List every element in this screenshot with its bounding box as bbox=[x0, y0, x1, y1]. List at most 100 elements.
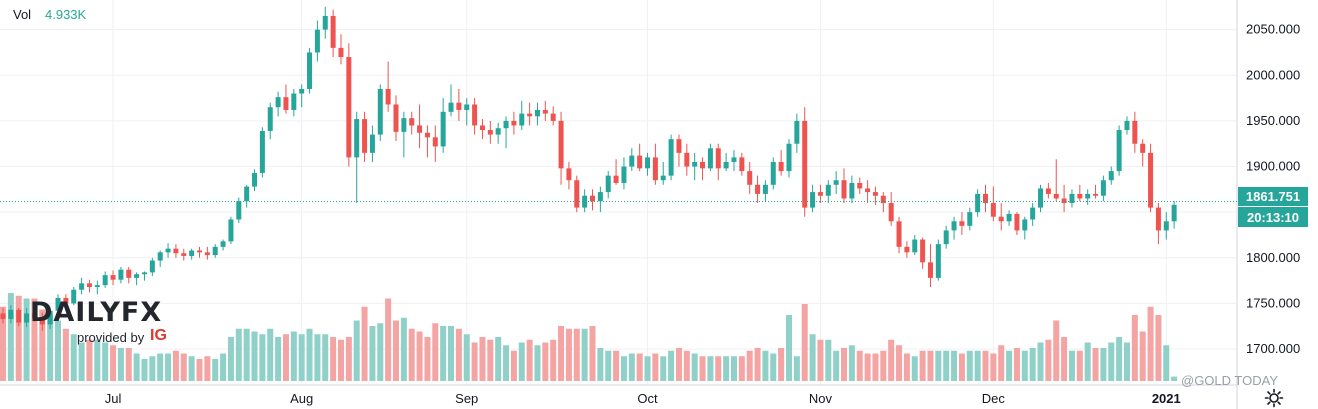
volume-bar bbox=[141, 359, 148, 381]
candle bbox=[126, 266, 132, 284]
volume-bar bbox=[314, 334, 321, 381]
volume-bar bbox=[39, 309, 46, 381]
volume-bar bbox=[7, 293, 14, 381]
volume-bar bbox=[188, 356, 195, 381]
candle bbox=[401, 111, 407, 158]
volume-bar bbox=[1037, 342, 1044, 381]
candle-body bbox=[189, 250, 195, 256]
candle-body bbox=[983, 193, 988, 204]
volume-bar bbox=[880, 350, 887, 381]
candle bbox=[865, 180, 871, 204]
volume-bar bbox=[298, 334, 305, 381]
volume-bar bbox=[290, 331, 297, 381]
candle bbox=[197, 246, 202, 258]
candle bbox=[472, 98, 478, 135]
candle-body bbox=[71, 289, 77, 304]
candle bbox=[739, 152, 745, 176]
volume-bar bbox=[432, 323, 439, 381]
volume-bar bbox=[589, 326, 596, 381]
candle bbox=[299, 84, 305, 108]
candle bbox=[1155, 203, 1161, 245]
candle-body bbox=[31, 313, 37, 319]
candle bbox=[794, 113, 800, 153]
volume-bar bbox=[440, 326, 447, 381]
candle bbox=[63, 294, 69, 308]
volume-bar bbox=[393, 320, 399, 381]
candle-body bbox=[511, 120, 517, 126]
time-tick-label: Jul bbox=[105, 391, 122, 406]
volume-bar bbox=[86, 339, 93, 381]
volume-label: Vol bbox=[13, 7, 32, 22]
candle-body bbox=[464, 104, 470, 110]
volume-bar bbox=[542, 342, 549, 381]
candle-body bbox=[849, 182, 855, 199]
candle bbox=[747, 161, 753, 194]
candle bbox=[267, 102, 273, 140]
candle-body bbox=[676, 139, 682, 153]
candle bbox=[1116, 125, 1122, 176]
volume-bar bbox=[110, 345, 117, 381]
volume-bar bbox=[267, 328, 274, 381]
candle bbox=[102, 271, 108, 288]
candle-body bbox=[291, 93, 297, 110]
volume-bar bbox=[1084, 342, 1091, 381]
candle bbox=[385, 61, 391, 112]
volume-bar bbox=[628, 353, 635, 381]
volume-bar bbox=[966, 350, 973, 381]
candle-body bbox=[299, 88, 305, 94]
volume-bar bbox=[833, 350, 840, 381]
volume-bar bbox=[479, 337, 486, 381]
volume-bar bbox=[94, 339, 101, 381]
candle-body bbox=[574, 180, 580, 208]
candle bbox=[519, 100, 525, 131]
candle bbox=[110, 270, 116, 286]
candle bbox=[448, 84, 454, 117]
candle bbox=[118, 266, 124, 284]
candle bbox=[605, 171, 611, 199]
volume-bar bbox=[1029, 348, 1036, 381]
candle-body bbox=[684, 152, 690, 167]
candle-body bbox=[865, 188, 871, 193]
volume-bar bbox=[204, 356, 211, 381]
candle-body bbox=[283, 97, 289, 110]
candle bbox=[1171, 201, 1177, 229]
volume-bar bbox=[825, 339, 832, 381]
candle bbox=[731, 150, 737, 172]
candle-body bbox=[1132, 120, 1138, 144]
candle-body bbox=[652, 157, 658, 181]
candle bbox=[692, 152, 698, 181]
candle bbox=[369, 125, 375, 162]
candle bbox=[511, 111, 517, 135]
volume-bar bbox=[1013, 348, 1020, 381]
candle-body bbox=[739, 157, 745, 172]
candle bbox=[550, 106, 556, 126]
candle-body bbox=[432, 137, 438, 147]
candle bbox=[149, 257, 155, 277]
time-tick-label: Nov bbox=[809, 391, 833, 406]
time-tick-label: Oct bbox=[637, 391, 658, 406]
candle-body bbox=[597, 192, 603, 202]
candle-body bbox=[197, 250, 202, 253]
volume-bar bbox=[212, 359, 219, 381]
candle-body bbox=[94, 285, 100, 287]
candle bbox=[849, 175, 855, 204]
candle-body bbox=[503, 120, 509, 129]
volume-bar bbox=[243, 328, 250, 381]
volume-bar bbox=[165, 353, 172, 381]
candle bbox=[181, 248, 187, 261]
candle bbox=[810, 184, 816, 213]
candle-body bbox=[1093, 193, 1099, 196]
candle-body bbox=[362, 119, 368, 153]
candle-body bbox=[1085, 193, 1091, 199]
candle-body bbox=[126, 269, 132, 278]
gear-icon[interactable] bbox=[1264, 388, 1284, 408]
volume-bar bbox=[369, 326, 376, 381]
candle bbox=[157, 250, 163, 267]
candle-body bbox=[935, 244, 941, 278]
volume-bar bbox=[196, 359, 203, 381]
time-axis[interactable]: Jul Aug Sep Oct Nov Dec 2021 bbox=[105, 391, 1181, 406]
volume-bar bbox=[1100, 348, 1107, 381]
candle-body bbox=[629, 155, 635, 167]
volume-bar bbox=[636, 353, 643, 381]
